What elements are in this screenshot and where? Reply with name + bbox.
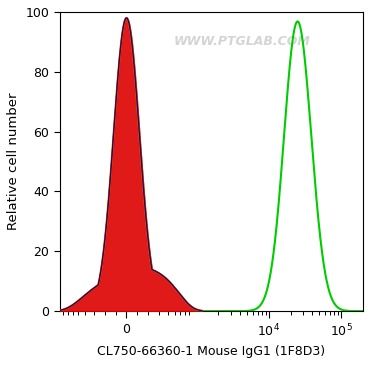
Text: WWW.PTGLAB.COM: WWW.PTGLAB.COM: [173, 35, 310, 48]
Y-axis label: Relative cell number: Relative cell number: [7, 93, 20, 230]
X-axis label: CL750-66360-1 Mouse IgG1 (1F8D3): CL750-66360-1 Mouse IgG1 (1F8D3): [97, 345, 326, 358]
